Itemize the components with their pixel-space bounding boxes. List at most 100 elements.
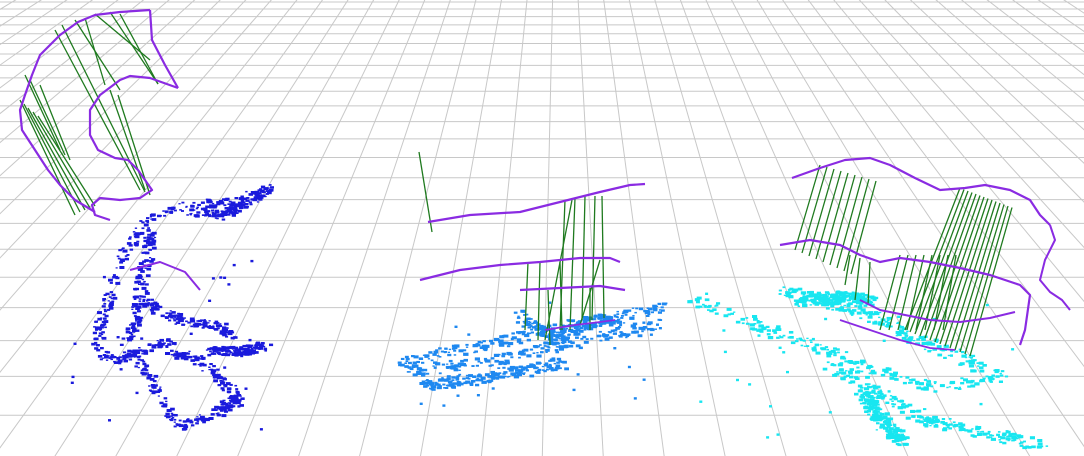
map-point bbox=[902, 381, 907, 385]
map-point bbox=[405, 357, 410, 361]
map-point bbox=[976, 431, 979, 433]
map-point bbox=[809, 304, 812, 306]
map-point bbox=[1020, 441, 1024, 444]
map-point bbox=[200, 207, 206, 211]
map-point bbox=[548, 301, 552, 304]
map-point bbox=[143, 280, 146, 283]
map-point bbox=[437, 383, 441, 386]
map-point bbox=[889, 372, 892, 375]
map-point bbox=[558, 338, 561, 340]
map-point bbox=[479, 362, 483, 364]
map-point bbox=[97, 311, 102, 315]
map-point bbox=[257, 189, 261, 192]
map-point bbox=[535, 361, 541, 365]
map-point bbox=[127, 349, 132, 353]
map-point bbox=[848, 296, 854, 300]
map-point bbox=[642, 321, 646, 324]
map-point bbox=[949, 423, 953, 426]
grid-line bbox=[54, 0, 349, 456]
map-point bbox=[793, 299, 798, 302]
map-point bbox=[830, 299, 834, 302]
loop-closure-edge bbox=[24, 74, 61, 151]
map-point bbox=[529, 318, 533, 320]
map-point bbox=[1011, 439, 1015, 442]
map-point bbox=[826, 302, 829, 304]
map-point bbox=[144, 369, 149, 372]
map-point bbox=[453, 349, 457, 352]
map-point bbox=[102, 299, 105, 302]
map-point bbox=[135, 349, 140, 352]
map-point bbox=[606, 334, 610, 337]
map-point bbox=[193, 324, 198, 328]
map-point bbox=[811, 300, 816, 304]
map-point bbox=[932, 415, 937, 419]
map-point bbox=[471, 365, 475, 367]
map-point bbox=[144, 290, 149, 293]
map-point bbox=[787, 336, 791, 339]
map-point bbox=[241, 204, 246, 207]
map-point bbox=[647, 307, 653, 311]
map-point bbox=[1029, 436, 1035, 440]
map-point bbox=[978, 366, 984, 370]
map-point bbox=[816, 291, 821, 295]
map-point bbox=[845, 292, 849, 295]
map-point bbox=[498, 339, 504, 343]
map-point bbox=[103, 308, 107, 311]
map-point bbox=[809, 339, 812, 342]
map-point bbox=[543, 370, 547, 373]
map-point bbox=[244, 387, 248, 390]
map-point bbox=[1002, 441, 1007, 445]
map-point bbox=[108, 306, 114, 310]
map-point bbox=[135, 276, 140, 280]
map-point bbox=[866, 391, 872, 394]
map-point bbox=[104, 350, 109, 353]
map-point bbox=[856, 298, 860, 301]
map-point bbox=[536, 354, 540, 357]
map-point bbox=[241, 353, 246, 356]
loop-closure-edge bbox=[569, 197, 576, 331]
map-point bbox=[196, 323, 202, 326]
map-point bbox=[893, 431, 898, 434]
map-point bbox=[837, 351, 840, 354]
map-point bbox=[141, 353, 144, 355]
map-point bbox=[216, 373, 221, 377]
map-point bbox=[831, 363, 834, 365]
map-point bbox=[613, 347, 617, 350]
map-point bbox=[551, 359, 556, 362]
map-point bbox=[548, 363, 552, 366]
map-point bbox=[875, 429, 878, 431]
map-point bbox=[553, 368, 558, 372]
map-point bbox=[400, 363, 405, 367]
map-point bbox=[616, 320, 622, 324]
map-point bbox=[778, 289, 782, 292]
map-point bbox=[476, 374, 483, 378]
map-point bbox=[181, 352, 185, 354]
map-point bbox=[207, 347, 212, 351]
map-point bbox=[227, 402, 230, 404]
map-point bbox=[776, 325, 781, 328]
map-point bbox=[874, 412, 879, 415]
map-point bbox=[212, 213, 217, 216]
map-point bbox=[776, 433, 780, 436]
map-point bbox=[235, 388, 239, 391]
map-point bbox=[860, 386, 864, 389]
map-point bbox=[112, 296, 118, 300]
map-point bbox=[181, 210, 184, 212]
map-point bbox=[894, 378, 899, 381]
map-point bbox=[224, 329, 228, 332]
map-point bbox=[448, 359, 453, 363]
map-point bbox=[488, 364, 492, 367]
map-point bbox=[129, 236, 132, 238]
map-point bbox=[262, 342, 265, 345]
map-point bbox=[899, 410, 905, 414]
map-point bbox=[651, 311, 654, 314]
map-point bbox=[174, 323, 178, 325]
map-point bbox=[803, 345, 806, 347]
map-point bbox=[239, 346, 244, 349]
map-point bbox=[132, 335, 136, 338]
loop-closure-edge bbox=[794, 164, 821, 251]
map-point bbox=[899, 376, 903, 378]
map-point bbox=[412, 361, 417, 365]
